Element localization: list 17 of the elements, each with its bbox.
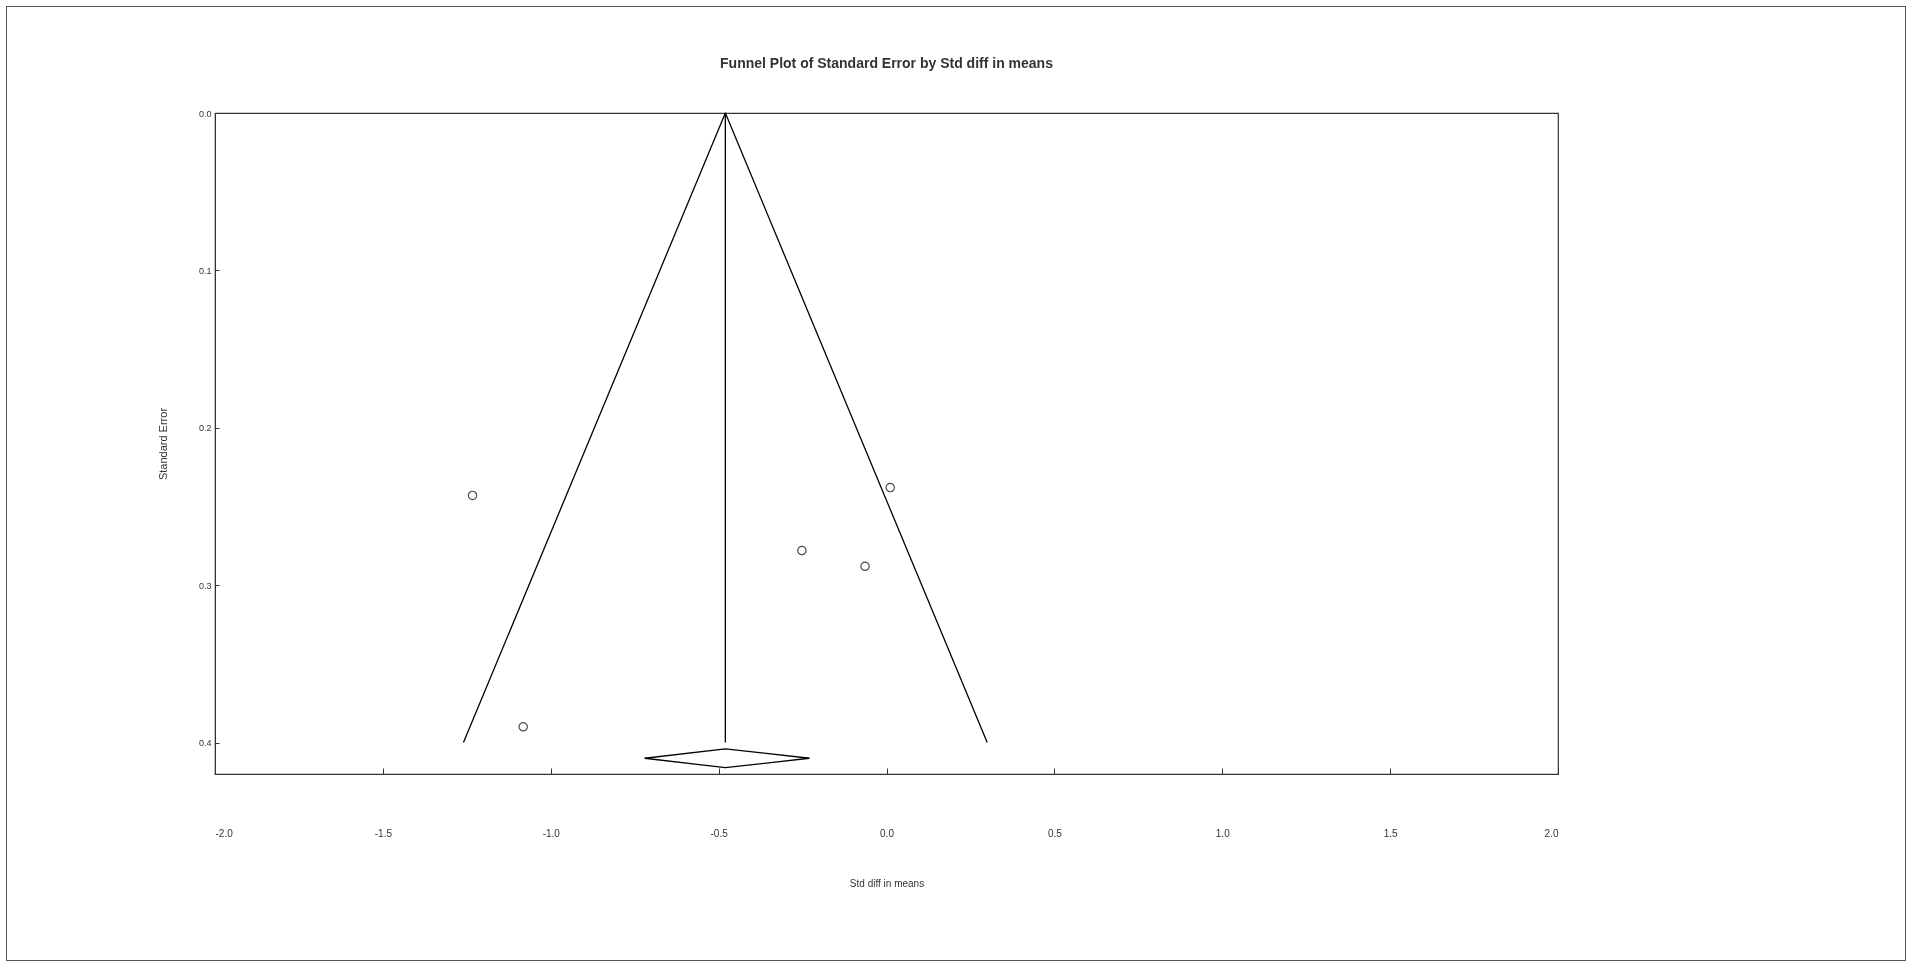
x-tick-label: -0.5 xyxy=(710,827,729,839)
x-tick-label: 0.0 xyxy=(880,827,895,839)
y-tick-label: 0.1 xyxy=(198,265,212,276)
x-tick-label: -1.5 xyxy=(374,827,393,839)
chart-title: Funnel Plot of Standard Error by Std diff in means xyxy=(720,55,1054,71)
y-axis-title: Standard Error xyxy=(156,407,169,481)
x-tick-label: 1.0 xyxy=(1215,827,1231,839)
x-tick-label: 1.5 xyxy=(1383,827,1399,839)
y-tick-label: 0.4 xyxy=(198,738,212,749)
x-tick-label: -1.0 xyxy=(542,827,561,839)
x-tick-label: 2.0 xyxy=(1544,827,1559,839)
y-tick-label: 0.0 xyxy=(198,108,212,119)
x-axis-title: Std diff in means xyxy=(849,877,925,889)
y-tick-label: 0.2 xyxy=(198,423,212,434)
x-tick-label: -2.0 xyxy=(215,827,234,839)
x-tick-label: 0.5 xyxy=(1047,827,1063,839)
y-tick-label: 0.3 xyxy=(198,580,212,591)
